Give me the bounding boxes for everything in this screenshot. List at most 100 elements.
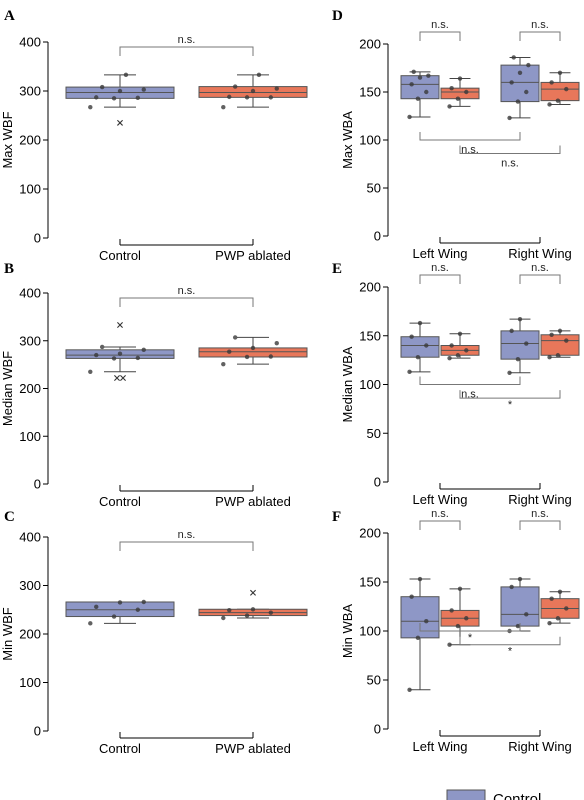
y-tick-label: 300 [19,84,41,99]
box-control [400,69,440,120]
data-point [268,354,274,359]
data-point [464,616,469,621]
data-point [555,616,561,621]
significance-label: * [508,399,513,411]
data-point [244,95,250,100]
y-tick-label: 300 [19,578,41,593]
y-tick-label: 0 [34,724,41,739]
significance-bracket [119,46,254,56]
panel-letter: D [332,8,343,24]
y-tick-label: 0 [374,722,381,737]
panel-letter: C [4,509,15,525]
significance-label: n.s. [431,262,449,274]
x-tick-label: Left Wing [413,246,468,261]
data-point [447,642,452,647]
box-iqr [400,596,440,639]
data-point [564,338,569,343]
data-point [547,102,552,107]
data-point [517,70,523,76]
panel-letter: A [4,8,15,24]
data-point [417,576,423,582]
data-point [274,340,279,346]
data-point [424,619,429,624]
data-point [415,635,421,641]
data-point [507,115,512,121]
x-tick-label: Right Wing [508,739,572,754]
x-tick-label: Control [99,741,141,756]
data-point [94,95,99,100]
data-point [509,584,514,590]
y-tick-label: 150 [359,85,381,100]
data-point [455,96,461,101]
significance-label: n.s. [461,144,479,156]
y-tick-label: 200 [359,526,381,541]
data-point [227,349,232,354]
data-point [557,328,563,334]
box-pwp-ablated [540,328,580,360]
data-point [244,613,250,618]
data-point [250,345,256,351]
box-control [400,576,440,692]
box-control [65,599,175,626]
box-iqr [440,87,480,100]
data-point [409,594,414,599]
data-point [449,608,454,613]
x-tick-label: PWP ablated [215,494,291,509]
significance-bracket [519,31,561,41]
data-point [99,84,105,90]
y-tick-label: 200 [19,627,41,642]
data-point [555,353,561,358]
x-tick-label: PWP ablated [215,248,291,263]
y-tick-label: 50 [367,181,381,196]
data-point [455,623,461,629]
data-point [232,335,238,340]
data-point [424,343,429,348]
data-point [557,70,563,76]
data-point [88,621,93,626]
data-point [464,89,469,95]
data-point [524,89,529,95]
box-control [400,320,440,375]
data-point [123,72,129,78]
data-point [449,343,454,348]
x-tick-label: PWP ablated [215,741,291,756]
data-point [256,72,262,78]
y-tick-label: 50 [367,426,381,441]
data-point [547,355,552,360]
y-tick-label: 0 [374,475,381,490]
y-axis-label: Min WBF [0,607,15,661]
significance-label: * [468,632,473,644]
outlier-point [120,375,126,381]
box-iqr [500,330,540,360]
data-point [447,355,452,361]
box-iqr [500,64,540,103]
box-iqr [540,81,580,102]
data-point [415,96,421,101]
data-point [232,84,238,89]
data-point [117,88,123,94]
panel-letter: F [332,509,341,525]
significance-label: n.s. [178,529,196,541]
x-tick-label: Left Wing [413,492,468,507]
data-point [526,62,531,68]
data-point [415,355,421,360]
data-point [555,98,561,103]
outlier-point [117,119,123,126]
data-point [524,612,529,617]
data-point [515,356,521,362]
data-point [88,369,93,374]
data-point [424,89,429,95]
data-point [417,75,423,80]
y-axis-label: Median WBF [0,351,15,426]
data-point [409,82,414,87]
outlier-point [250,589,256,596]
significance-bracket [419,31,461,41]
y-tick-label: 300 [19,333,41,348]
data-point [111,96,117,101]
y-axis-label: Median WBA [340,346,355,422]
y-tick-label: 100 [19,182,41,197]
data-point [141,87,146,92]
y-tick-label: 100 [19,429,41,444]
data-point [564,606,569,611]
